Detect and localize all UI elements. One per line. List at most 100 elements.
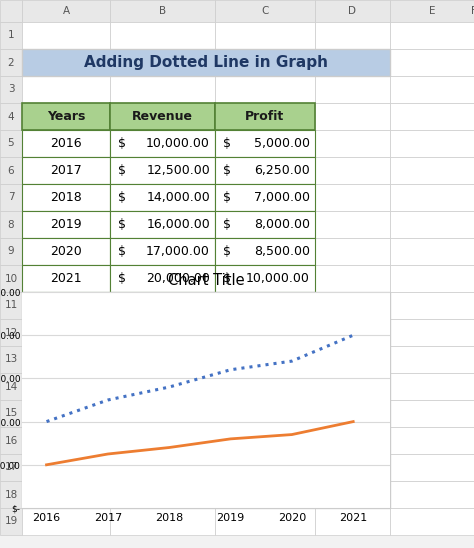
- Bar: [215, 508, 315, 535]
- Bar: [110, 184, 215, 211]
- Bar: [215, 238, 315, 265]
- Bar: [22, 373, 110, 400]
- Bar: [22, 49, 110, 76]
- Text: $: $: [118, 137, 126, 150]
- Bar: [315, 157, 390, 184]
- Text: $: $: [223, 191, 231, 204]
- Text: $: $: [223, 218, 231, 231]
- Bar: [390, 508, 474, 535]
- Bar: [110, 0, 215, 22]
- Revenue: [350, 332, 356, 339]
- Bar: [22, 184, 110, 211]
- Text: A: A: [63, 6, 70, 16]
- Bar: [110, 238, 215, 265]
- Bar: [315, 103, 390, 130]
- Profit: [105, 450, 111, 457]
- Bar: [0, 157, 22, 184]
- Bar: [390, 49, 474, 76]
- Text: B: B: [159, 6, 166, 16]
- Bar: [110, 292, 215, 319]
- Legend: Revenue, Profit: Revenue, Profit: [116, 545, 296, 548]
- Bar: [22, 211, 110, 238]
- Bar: [22, 157, 110, 184]
- Bar: [215, 211, 315, 238]
- Bar: [22, 400, 110, 427]
- Text: 2018: 2018: [50, 191, 82, 204]
- Bar: [110, 157, 215, 184]
- Bar: [110, 211, 215, 238]
- Text: 11: 11: [4, 300, 18, 311]
- Bar: [390, 373, 474, 400]
- Bar: [22, 157, 110, 184]
- Bar: [215, 130, 315, 157]
- Text: 14: 14: [4, 381, 18, 391]
- Bar: [215, 157, 315, 184]
- Bar: [22, 103, 110, 130]
- Bar: [215, 103, 315, 130]
- Bar: [315, 184, 390, 211]
- Bar: [110, 319, 215, 346]
- Bar: [22, 508, 110, 535]
- Text: Adding Dotted Line in Graph: Adding Dotted Line in Graph: [84, 55, 328, 70]
- Bar: [0, 292, 22, 319]
- Bar: [390, 319, 474, 346]
- Text: D: D: [348, 6, 356, 16]
- Bar: [315, 346, 390, 373]
- Bar: [0, 346, 22, 373]
- Text: 10: 10: [4, 273, 18, 283]
- Bar: [0, 508, 22, 535]
- Text: 20,000.00: 20,000.00: [146, 272, 210, 285]
- Text: $: $: [118, 191, 126, 204]
- Text: 9: 9: [8, 247, 14, 256]
- Revenue: [105, 397, 111, 403]
- Title: Chart Title: Chart Title: [168, 273, 244, 288]
- Text: 2019: 2019: [50, 218, 82, 231]
- Bar: [315, 211, 390, 238]
- Revenue: [44, 418, 49, 425]
- Bar: [215, 265, 315, 292]
- Bar: [22, 346, 110, 373]
- Bar: [110, 103, 215, 130]
- Bar: [215, 454, 315, 481]
- Bar: [390, 265, 474, 292]
- Bar: [22, 103, 110, 130]
- Bar: [110, 130, 215, 157]
- Bar: [390, 76, 474, 103]
- Profit: [289, 431, 295, 438]
- Bar: [0, 130, 22, 157]
- Bar: [0, 265, 22, 292]
- Bar: [22, 238, 110, 265]
- Bar: [0, 319, 22, 346]
- Bar: [110, 481, 215, 508]
- Bar: [0, 373, 22, 400]
- Bar: [0, 211, 22, 238]
- Text: 12,500.00: 12,500.00: [146, 164, 210, 177]
- Bar: [22, 427, 110, 454]
- Text: $: $: [223, 164, 231, 177]
- Bar: [0, 400, 22, 427]
- Bar: [390, 346, 474, 373]
- Text: 10,000.00: 10,000.00: [146, 137, 210, 150]
- Text: 19: 19: [4, 517, 18, 527]
- Bar: [22, 130, 110, 157]
- Bar: [110, 103, 215, 130]
- Text: Profit: Profit: [246, 110, 284, 123]
- Bar: [390, 427, 474, 454]
- Bar: [315, 454, 390, 481]
- Bar: [22, 265, 110, 292]
- Bar: [22, 184, 110, 211]
- Text: $: $: [223, 137, 231, 150]
- Text: 17: 17: [4, 463, 18, 472]
- Bar: [315, 22, 390, 49]
- Bar: [315, 238, 390, 265]
- Bar: [0, 49, 22, 76]
- Bar: [110, 400, 215, 427]
- Bar: [315, 0, 390, 22]
- Bar: [110, 238, 215, 265]
- Bar: [0, 184, 22, 211]
- Bar: [215, 481, 315, 508]
- Bar: [110, 211, 215, 238]
- Bar: [390, 22, 474, 49]
- Text: 16: 16: [4, 436, 18, 446]
- Text: 8,000.00: 8,000.00: [254, 218, 310, 231]
